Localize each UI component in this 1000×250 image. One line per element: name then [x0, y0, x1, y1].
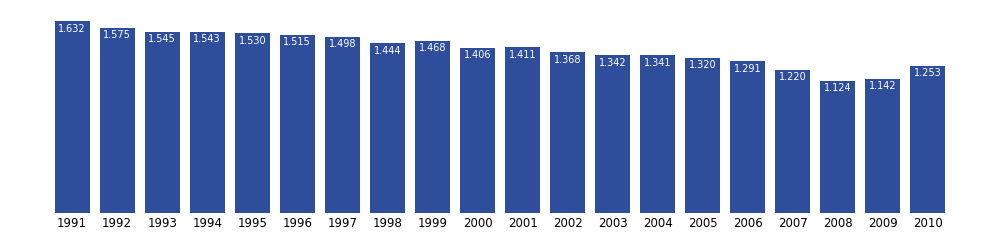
- Text: 1.142: 1.142: [869, 81, 897, 91]
- Bar: [550, 52, 585, 212]
- Bar: [730, 61, 765, 212]
- Bar: [820, 81, 855, 212]
- Text: 1.575: 1.575: [103, 30, 131, 40]
- Text: 1.220: 1.220: [779, 72, 807, 82]
- Text: 1.498: 1.498: [329, 39, 356, 49]
- Text: 1.124: 1.124: [824, 83, 852, 93]
- Bar: [190, 32, 225, 212]
- Text: 1.530: 1.530: [238, 36, 266, 46]
- Bar: [280, 35, 315, 212]
- Text: 1.341: 1.341: [644, 58, 671, 68]
- Bar: [595, 55, 630, 212]
- Bar: [640, 56, 675, 212]
- Bar: [460, 48, 495, 212]
- Text: 1.632: 1.632: [58, 24, 86, 34]
- Text: 1.515: 1.515: [283, 37, 311, 47]
- Bar: [145, 32, 180, 212]
- Bar: [865, 79, 900, 212]
- Bar: [55, 21, 90, 212]
- Bar: [685, 58, 720, 212]
- Text: 1.545: 1.545: [148, 34, 176, 44]
- Text: 1.320: 1.320: [689, 60, 716, 70]
- Text: 1.253: 1.253: [914, 68, 942, 78]
- Text: 1.468: 1.468: [419, 43, 446, 53]
- Text: 1.406: 1.406: [464, 50, 491, 60]
- Text: 1.411: 1.411: [509, 50, 536, 59]
- Text: 1.543: 1.543: [193, 34, 221, 44]
- Bar: [910, 66, 945, 212]
- Bar: [370, 43, 405, 212]
- Text: 1.444: 1.444: [374, 46, 401, 56]
- Text: 1.291: 1.291: [734, 64, 762, 74]
- Bar: [505, 47, 540, 212]
- Bar: [775, 70, 810, 212]
- Text: 1.368: 1.368: [554, 54, 581, 64]
- Text: 1.342: 1.342: [599, 58, 626, 68]
- Bar: [325, 37, 360, 212]
- Bar: [415, 40, 450, 212]
- Bar: [100, 28, 135, 212]
- Bar: [235, 33, 270, 212]
